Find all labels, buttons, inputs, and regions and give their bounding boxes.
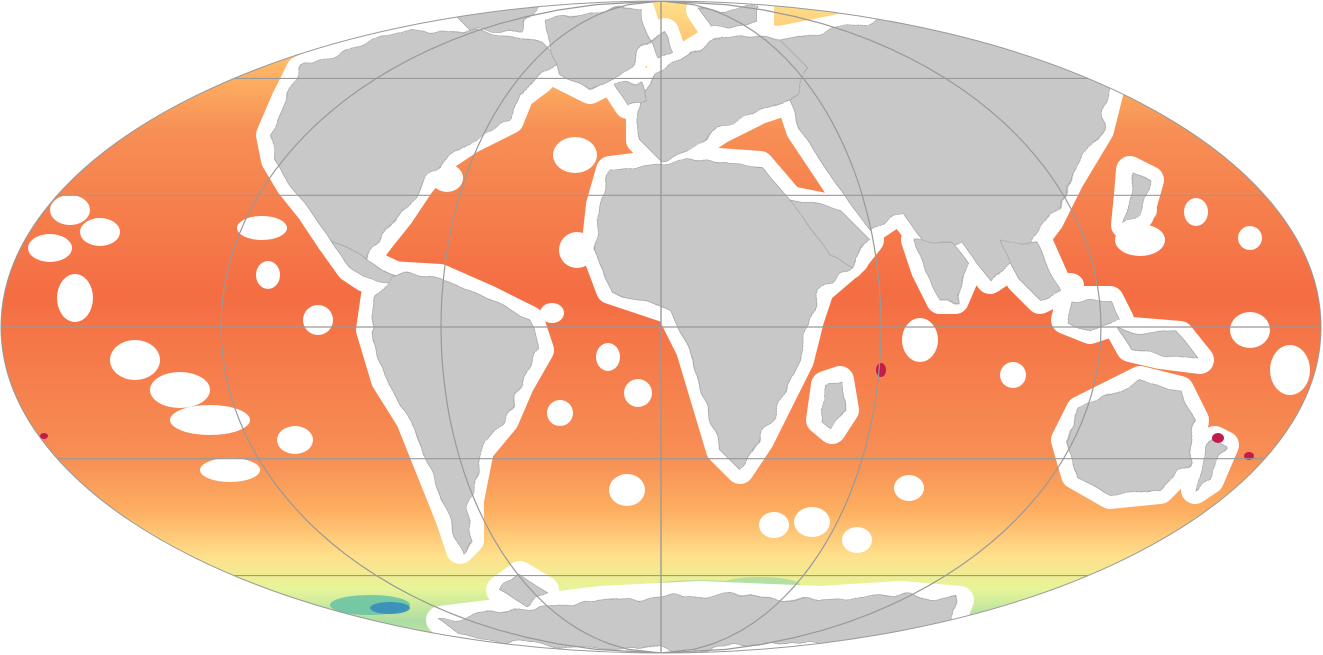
no-data-patch	[609, 474, 645, 506]
no-data-patch	[170, 405, 250, 435]
land-mass	[1119, 329, 1201, 361]
no-data-patch	[842, 527, 872, 553]
cool-patch	[370, 602, 410, 614]
land-mass	[1064, 299, 1121, 331]
no-data-patch	[1230, 312, 1270, 348]
land-mass	[914, 239, 971, 301]
no-data-patch	[1000, 362, 1026, 388]
hotspot	[40, 433, 48, 439]
no-data-patch	[256, 261, 280, 289]
land-mass	[499, 574, 546, 606]
graticule-meridian	[660, 1, 882, 653]
hotspot	[1212, 433, 1224, 443]
land-mass	[1194, 439, 1226, 491]
land-mass	[999, 239, 1061, 301]
no-data-patch	[902, 318, 938, 362]
no-data-patch	[303, 305, 333, 335]
no-data-patch	[794, 507, 830, 537]
no-data-patch	[624, 379, 652, 407]
no-data-patch	[50, 195, 90, 225]
no-data-patch	[80, 218, 120, 246]
no-data-patch	[894, 475, 924, 501]
land-mass	[699, 7, 761, 26]
no-data-patch	[28, 234, 72, 262]
land-mass	[1124, 169, 1151, 226]
no-data-patch	[547, 400, 573, 426]
no-data-patch	[110, 340, 160, 380]
no-data-patch	[57, 274, 93, 322]
land-mass	[369, 274, 541, 551]
no-data-patch	[277, 426, 313, 454]
no-data-patch	[759, 512, 789, 538]
land-mass	[789, 199, 871, 266]
no-data-patch	[596, 343, 620, 371]
land-mass	[614, 79, 646, 106]
no-data-patch	[1270, 345, 1310, 395]
land-mass	[438, 594, 961, 651]
land-mass	[819, 379, 846, 431]
graticule-meridian	[660, 1, 1102, 653]
hotspot	[876, 363, 886, 377]
land-mass	[544, 7, 651, 91]
no-data-patch	[150, 372, 210, 408]
graticule-meridian	[440, 1, 662, 653]
no-data-patch	[553, 137, 597, 173]
land-mass	[639, 34, 811, 161]
hotspot-layer	[40, 363, 1254, 460]
hotspot	[1244, 452, 1254, 460]
no-data-patch	[1238, 226, 1262, 250]
graticule-meridian	[220, 1, 662, 653]
land-layer	[269, 4, 1226, 651]
no-data-patch	[200, 458, 260, 482]
no-data-patch	[540, 303, 564, 323]
no-data-patch	[237, 216, 287, 240]
land-mass	[1064, 379, 1196, 496]
no-data-patch	[1184, 198, 1208, 226]
land-mass	[269, 29, 561, 261]
